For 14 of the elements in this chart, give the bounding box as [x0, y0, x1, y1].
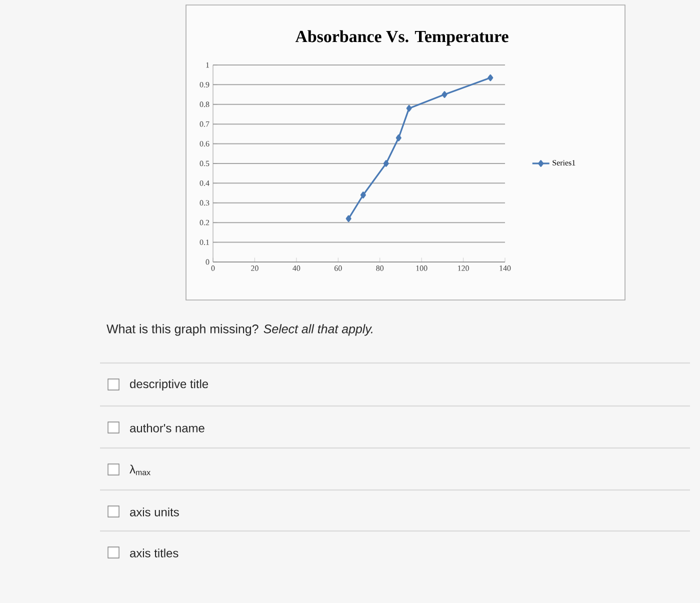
text: author's name [130, 424, 204, 432]
text: What is this graph missing? Select all that apply. [106, 324, 372, 336]
text: descriptive title [130, 379, 208, 391]
text: λ$_{max}$ [130, 464, 150, 476]
point [396, 134, 402, 142]
text: axis units [130, 508, 179, 516]
point [360, 192, 366, 198]
point [442, 91, 448, 98]
text: axis titles [130, 548, 178, 558]
point [383, 160, 389, 167]
point [406, 104, 412, 112]
point [346, 215, 352, 222]
point [488, 74, 494, 82]
chart-title: Absorbance Vs. Temperature [295, 30, 508, 46]
